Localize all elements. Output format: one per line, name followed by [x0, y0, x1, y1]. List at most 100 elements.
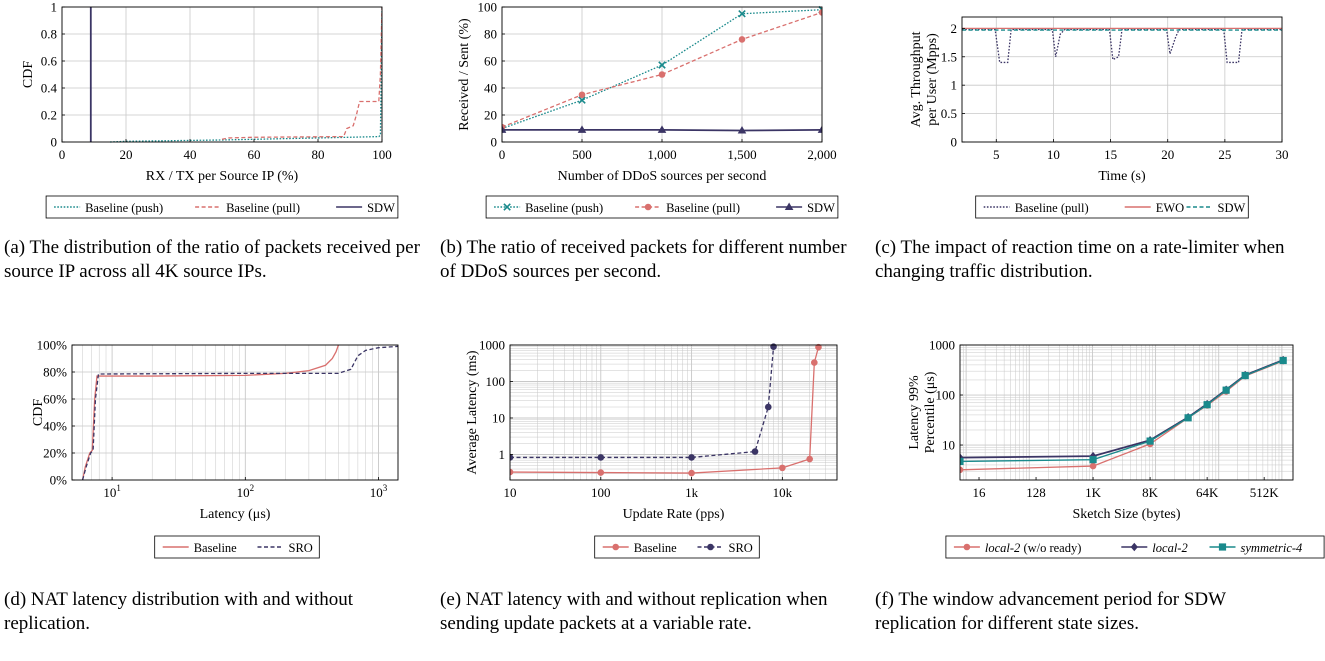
data-point [510, 454, 514, 461]
series-line-f-2 [960, 359, 1284, 463]
y-tick-label: 60 [484, 54, 497, 69]
data-point [510, 468, 514, 476]
legend-label: Baseline (pull) [1015, 201, 1089, 215]
y-tick-label: 100 [486, 374, 506, 389]
legend-label: Baseline (push) [525, 201, 603, 215]
legend-label: SDW [367, 201, 395, 215]
caption-c: (c) The impact of reaction time on a rat… [875, 237, 1285, 282]
y-axis-label: Avg. Throughput [909, 31, 924, 127]
y-tick-label: 10 [942, 438, 955, 453]
legend-label: SRO [729, 541, 753, 555]
legend-label: Baseline (pull) [666, 201, 740, 215]
grid-e [509, 344, 838, 481]
y-tick-label: 80% [43, 365, 67, 380]
x-tick-label: 20 [120, 147, 133, 162]
data-point [806, 455, 813, 463]
data-point [1203, 401, 1211, 409]
y-tick-label: 0.5 [941, 106, 957, 121]
data-point [502, 125, 507, 133]
x-tick-label: 512K [1250, 485, 1280, 500]
data-point [688, 469, 695, 477]
chart-b: 0 500 1,000 1,500 2,000 0 20 40 60 80 100 Number of… [457, 0, 839, 219]
y-tick-label: 40% [43, 419, 67, 434]
x-tick-label: 8K [1142, 485, 1159, 500]
x-tick-label: 0 [499, 147, 506, 162]
x-tick-label: 30 [1276, 147, 1289, 162]
y-axis-label: per User (Mpps) [925, 33, 940, 126]
data-point [1184, 414, 1192, 422]
series-c [962, 27, 1282, 64]
x-tick-label: 10 [1047, 147, 1060, 162]
plot-frame [509, 344, 838, 481]
legend-box [975, 195, 1249, 219]
y-tick-label: 100 [478, 0, 498, 15]
legend-label: symmetric-4 [1241, 541, 1303, 555]
legend-a: Baseline (push) Baseline (pull) SDW [45, 195, 399, 219]
y-tick-label: 0.8 [41, 27, 57, 42]
data-point [770, 343, 777, 350]
series-line-a-1 [221, 6, 382, 140]
x-axis-label: Latency (μs) [200, 507, 271, 522]
y-tick-label: 0% [50, 473, 68, 488]
x-tick-label: 101 [103, 483, 121, 500]
y-tick-label: 0.6 [41, 54, 58, 69]
series-line-c-0 [962, 28, 1282, 64]
plot-frame [959, 344, 1294, 481]
legend-label: Baseline (pull) [226, 201, 300, 215]
legend-label: local-2 [1152, 541, 1187, 555]
data-point [577, 125, 587, 133]
x-tick-label: 102 [237, 483, 255, 500]
x-tick-label: 80 [312, 147, 325, 162]
chart-c: 5 10 15 20 25 30 0 0.5 1 1.5 2 Time (s) Avg. Through… [909, 16, 1289, 219]
grid-a [61, 6, 383, 143]
plot-frame [71, 344, 399, 481]
legend-label: SDW [1218, 201, 1246, 215]
x-axis-label: Update Rate (pps) [623, 507, 725, 522]
x-tick-label: 1K [1085, 485, 1102, 500]
data-point [1279, 356, 1287, 365]
y-tick-label: 0.4 [41, 81, 58, 96]
x-tick-label: 128 [1026, 485, 1046, 500]
x-tick-label: 20 [1161, 147, 1174, 162]
x-tick-label: 40 [184, 147, 197, 162]
legend-marker [1218, 543, 1227, 551]
x-tick-label: 103 [370, 483, 388, 500]
data-point [737, 126, 747, 134]
y-tick-label: 0 [491, 135, 498, 150]
x-tick-label: 15 [1104, 147, 1117, 162]
series-line-d-0 [81, 344, 340, 481]
series-a [89, 6, 382, 143]
x-tick-label: 60 [248, 147, 261, 162]
x-axis-label: Number of DDoS sources per second [558, 169, 767, 184]
x-axis-label: Time (s) [1098, 169, 1146, 184]
legend-marker [963, 543, 971, 551]
legend-c: Baseline (pull) EWO SDW [975, 195, 1249, 219]
series-line-f-0 [960, 360, 1284, 471]
legend-label: Baseline [634, 541, 677, 555]
x-axis-label: Sketch Size (bytes) [1072, 507, 1180, 522]
y-tick-label: 0 [51, 135, 58, 150]
x-tick-label: 10 [504, 485, 517, 500]
series-b [502, 5, 822, 134]
x-tick-label: 100 [372, 147, 392, 162]
data-point [960, 466, 964, 474]
caption-e: (e) NAT latency with and without replica… [440, 589, 828, 634]
y-tick-label: 2 [951, 21, 958, 36]
data-point [751, 448, 759, 455]
data-point [1089, 462, 1097, 470]
y-tick-label: 100% [37, 338, 68, 353]
y-axis-label: CDF [21, 61, 36, 88]
caption-d: (d) NAT latency distribution with and wi… [4, 589, 353, 634]
legend-label: SRO [289, 541, 313, 555]
y-tick-label: 1.5 [941, 49, 957, 64]
data-point [960, 457, 964, 466]
x-tick-label: 1,500 [727, 147, 756, 162]
caption-b: (b) The ratio of received packets for di… [440, 237, 847, 282]
y-tick-label: 0.2 [41, 108, 57, 123]
data-point [1089, 456, 1097, 464]
chart-f: 16 128 1K 8K 64K 512K 10 100 1000 Sketch Size (by… [907, 338, 1325, 559]
data-point [811, 359, 818, 366]
legend-b: Baseline (push) Baseline (pull) SDW [485, 195, 839, 219]
data-point [764, 403, 772, 411]
